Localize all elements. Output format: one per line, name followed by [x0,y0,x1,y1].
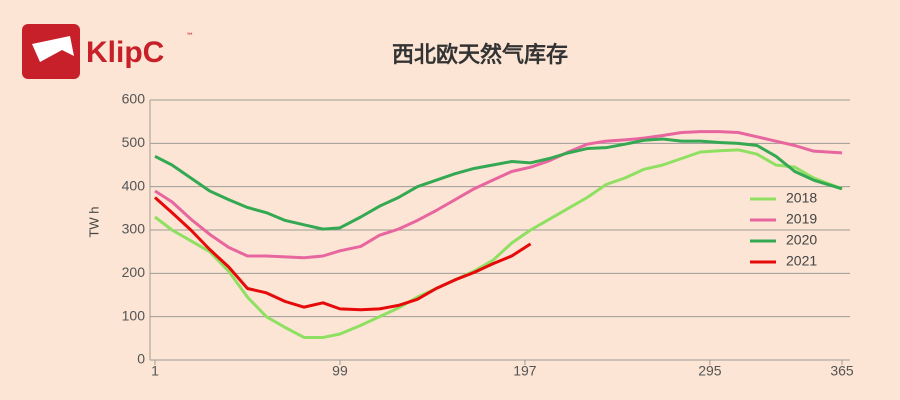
series-line [154,130,843,260]
legend-label: 2020 [786,232,817,248]
chart-title: 西北欧天然气库存 [392,42,568,68]
x-tick-label: 197 [513,363,537,379]
x-tick-label: 99 [332,363,348,379]
series-line [154,196,532,312]
logo-icon [32,36,74,62]
logo-text: KlipC [86,36,164,69]
x-tick-label: 1 [151,363,159,379]
logo: KlipC ™ [22,24,194,79]
y-tick-label: 500 [122,134,146,150]
x-tick-label: 295 [698,363,722,379]
series-line [154,148,843,339]
series-line [154,137,843,231]
y-tick-label: 0 [137,351,145,367]
legend-label: 2021 [786,253,817,269]
y-axis-label: TW h [86,206,101,237]
legend-label: 2018 [786,190,817,206]
y-tick-label: 200 [122,264,146,280]
y-tick-label: 100 [122,307,146,323]
legend-label: 2019 [786,211,817,227]
logo-tm: ™ [186,32,194,41]
y-tick-label: 300 [122,221,146,237]
x-tick-label: 365 [830,363,854,379]
y-tick-label: 400 [122,177,146,193]
y-tick-label: 600 [122,91,146,107]
